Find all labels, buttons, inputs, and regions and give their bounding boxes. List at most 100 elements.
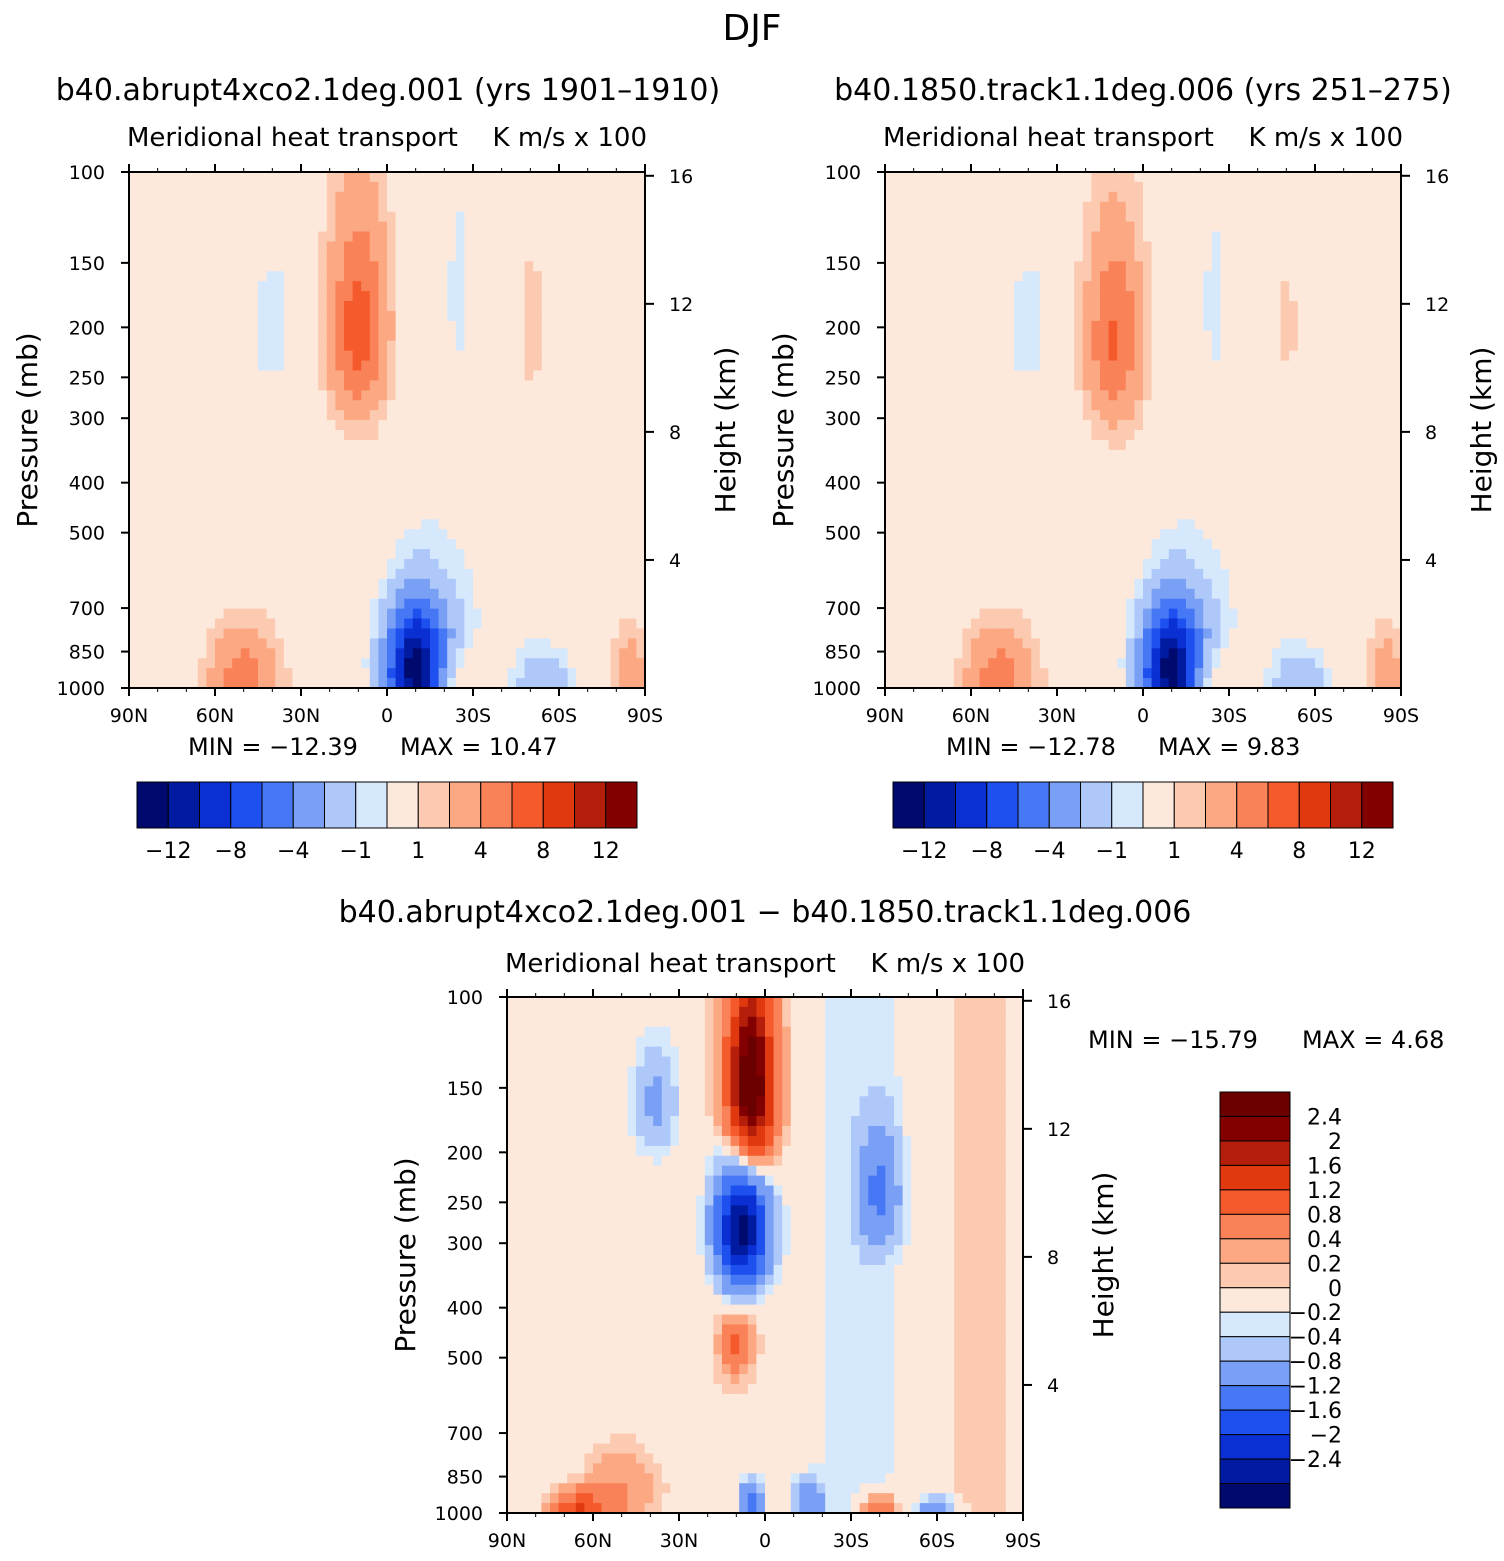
colorbar: −12 −8 −4 −1 1 4 8 12 <box>136 781 638 864</box>
field-cell <box>584 201 594 213</box>
field-cell <box>249 211 259 223</box>
field-cell <box>541 370 551 381</box>
field-cell <box>1143 281 1153 292</box>
field-cell <box>215 459 225 471</box>
field-cell <box>593 231 603 243</box>
field-cell <box>516 618 526 630</box>
field-cell <box>953 668 963 679</box>
field-cell <box>1125 370 1135 381</box>
field-cell <box>352 320 362 332</box>
field-cell <box>154 380 164 391</box>
field-cell <box>137 598 147 610</box>
field-cell <box>1151 559 1161 570</box>
field-cell <box>619 410 629 421</box>
field-cell <box>1168 211 1178 223</box>
field-cell <box>180 608 190 620</box>
field-cell <box>352 370 362 381</box>
field-cell <box>610 400 620 411</box>
field-cell <box>1014 380 1024 391</box>
field-cell <box>154 340 164 352</box>
field-cell <box>619 350 629 362</box>
field-cell <box>953 350 963 362</box>
field-cell <box>1082 221 1092 233</box>
field-cell <box>154 241 164 252</box>
field-cell <box>541 261 551 272</box>
field-cell <box>1014 539 1024 550</box>
field-cell <box>215 172 225 183</box>
field-cell <box>223 231 233 243</box>
field-cell <box>369 211 379 223</box>
field-cell <box>292 191 302 203</box>
field-cell <box>378 172 388 183</box>
field-cell <box>602 658 612 669</box>
field-cell <box>1048 231 1058 243</box>
field-cell <box>421 479 431 491</box>
field-cell <box>180 499 190 510</box>
field-cell <box>309 281 319 292</box>
field-cell <box>146 211 156 223</box>
field-cell <box>1117 549 1127 560</box>
field-cell <box>602 588 612 600</box>
field-cell <box>576 499 586 510</box>
field-cell <box>404 598 414 610</box>
field-cell <box>249 221 259 233</box>
field-cell <box>567 261 577 272</box>
field-cell <box>1005 261 1015 272</box>
field-cell <box>885 320 895 332</box>
field-cell <box>464 539 474 550</box>
field-cell <box>490 658 500 669</box>
field-cell <box>129 221 139 233</box>
field-cell <box>154 559 164 570</box>
field-cell <box>636 608 646 620</box>
field-cell <box>1117 608 1127 620</box>
field-cell <box>301 281 311 292</box>
field-cell <box>240 410 250 421</box>
field-cell <box>1091 370 1101 381</box>
field-cell <box>292 281 302 292</box>
field-cell <box>266 340 276 352</box>
field-cell <box>163 271 173 282</box>
field-cell <box>1074 658 1084 669</box>
field-cell <box>996 430 1006 441</box>
field-cell <box>421 340 431 352</box>
field-cell <box>266 172 276 183</box>
field-cell <box>447 479 457 491</box>
field-cell <box>928 400 938 411</box>
field-cell <box>936 529 946 540</box>
field-cell <box>524 330 534 342</box>
field-cell <box>344 201 354 213</box>
field-cell <box>447 449 457 461</box>
field-cell <box>283 568 293 580</box>
field-cell <box>524 350 534 362</box>
field-cell <box>301 459 311 471</box>
field-cell <box>464 469 474 481</box>
field-cell <box>1151 608 1161 620</box>
field-cell <box>412 340 422 352</box>
field-cell <box>154 370 164 381</box>
field-cell <box>180 578 190 590</box>
field-cell <box>292 320 302 332</box>
field-cell <box>919 172 929 183</box>
field-cell <box>464 211 474 223</box>
field-cell <box>283 320 293 332</box>
field-cell <box>266 509 276 520</box>
field-cell <box>584 559 594 570</box>
field-cell <box>1125 559 1135 570</box>
field-cell <box>309 618 319 630</box>
field-cell <box>240 549 250 560</box>
field-cell <box>996 201 1006 213</box>
field-cell <box>326 221 336 233</box>
field-cell <box>885 479 895 491</box>
field-cell <box>602 301 612 312</box>
field-cell <box>1134 628 1144 639</box>
field-cell <box>1039 231 1049 243</box>
field-cell <box>335 608 345 620</box>
field-cell <box>309 608 319 620</box>
field-cell <box>619 201 629 213</box>
field-cell <box>232 598 242 610</box>
field-cell <box>1134 678 1144 689</box>
field-cell <box>507 519 517 530</box>
field-cell <box>1134 261 1144 272</box>
field-cell <box>988 370 998 381</box>
field-cell <box>498 489 508 501</box>
